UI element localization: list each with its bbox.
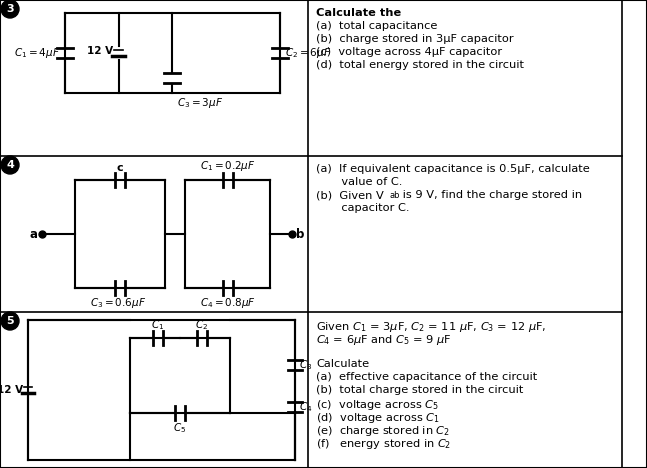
Text: 12 V: 12 V — [0, 385, 23, 395]
Text: b: b — [296, 227, 304, 241]
Text: (e)  charge stored in $C_2$: (e) charge stored in $C_2$ — [316, 424, 450, 438]
Text: (d)  total energy stored in the circuit: (d) total energy stored in the circuit — [316, 60, 524, 70]
Text: (b)  charge stored in 3μF capacitor: (b) charge stored in 3μF capacitor — [316, 34, 514, 44]
Circle shape — [1, 156, 19, 174]
Text: value of C.: value of C. — [316, 177, 402, 187]
Text: 4: 4 — [6, 160, 14, 170]
Text: 3: 3 — [6, 4, 14, 14]
Text: $C_3=3\mu F$: $C_3=3\mu F$ — [177, 96, 223, 110]
Text: c: c — [116, 163, 124, 173]
Text: $C_3$: $C_3$ — [299, 358, 313, 372]
Text: (c)  voltage across 4μF capacitor: (c) voltage across 4μF capacitor — [316, 47, 502, 57]
Text: Calculate: Calculate — [316, 359, 369, 369]
Text: $C_5$: $C_5$ — [173, 421, 186, 435]
Circle shape — [1, 312, 19, 330]
Text: is 9 V, find the charge stored in: is 9 V, find the charge stored in — [399, 190, 582, 200]
Text: $C_3=0.6\mu F$: $C_3=0.6\mu F$ — [90, 296, 146, 310]
Text: ab: ab — [389, 191, 399, 200]
Text: $C_4$: $C_4$ — [299, 400, 313, 414]
Text: (a)  If equivalent capacitance is 0.5μF, calculate: (a) If equivalent capacitance is 0.5μF, … — [316, 164, 590, 174]
Text: (b)  Given V: (b) Given V — [316, 190, 384, 200]
Text: $C_1$: $C_1$ — [151, 318, 164, 332]
Text: (a)  total capacitance: (a) total capacitance — [316, 21, 437, 31]
Text: Calculate the: Calculate the — [316, 8, 401, 18]
Text: (f)   energy stored in $C_2$: (f) energy stored in $C_2$ — [316, 437, 451, 451]
Text: $C_2$: $C_2$ — [195, 318, 208, 332]
Text: (b)  total charge stored in the circuit: (b) total charge stored in the circuit — [316, 385, 523, 395]
Text: a: a — [30, 227, 38, 241]
Text: 5: 5 — [6, 316, 14, 326]
Text: (a)  effective capacitance of the circuit: (a) effective capacitance of the circuit — [316, 372, 537, 382]
Text: (d)  voltage across $C_1$: (d) voltage across $C_1$ — [316, 411, 440, 425]
Circle shape — [1, 0, 19, 18]
Text: 12 V: 12 V — [87, 46, 113, 56]
Text: $C_1=0.2\mu F$: $C_1=0.2\mu F$ — [200, 159, 255, 173]
Text: $C_2= 6\mu F$: $C_2= 6\mu F$ — [285, 46, 331, 60]
Text: (c)  voltage across $C_5$: (c) voltage across $C_5$ — [316, 398, 439, 412]
Text: capacitor C.: capacitor C. — [316, 203, 410, 213]
Text: $C_4$ = 6$\mu$F and $C_5$ = 9 $\mu$F: $C_4$ = 6$\mu$F and $C_5$ = 9 $\mu$F — [316, 333, 452, 347]
Text: Given $C_1$ = 3$\mu$F, $C_2$ = 11 $\mu$F, $C_3$ = 12 $\mu$F,: Given $C_1$ = 3$\mu$F, $C_2$ = 11 $\mu$F… — [316, 320, 547, 334]
Text: $C_1=4\mu F$: $C_1=4\mu F$ — [14, 46, 60, 60]
Text: $C_4=0.8\mu F$: $C_4=0.8\mu F$ — [199, 296, 256, 310]
